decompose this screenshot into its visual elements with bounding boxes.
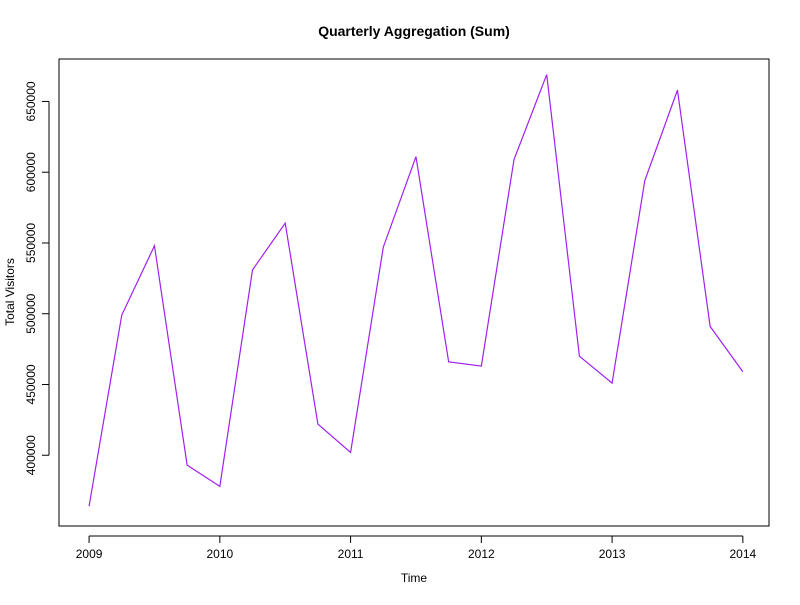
x-tick-label: 2014 bbox=[729, 547, 756, 561]
x-axis: 2009 2010 2011 2012 2013 2014 bbox=[76, 535, 757, 561]
series-line bbox=[88, 74, 744, 507]
y-axis-label: Total Visitors bbox=[3, 258, 17, 326]
y-tick-label: 500000 bbox=[24, 293, 38, 333]
x-tick-label: 2010 bbox=[206, 547, 233, 561]
y-tick-label: 450000 bbox=[24, 364, 38, 404]
y-tick-label: 400000 bbox=[24, 435, 38, 475]
y-tick-label: 600000 bbox=[24, 152, 38, 192]
x-axis-label: Time bbox=[401, 571, 428, 585]
chart-title: Quarterly Aggregation (Sum) bbox=[318, 23, 510, 39]
plot-frame bbox=[58, 58, 770, 527]
x-tick-label: 2012 bbox=[468, 547, 495, 561]
y-tick-label: 650000 bbox=[24, 81, 38, 121]
x-tick-label: 2013 bbox=[599, 547, 626, 561]
x-tick-label: 2011 bbox=[338, 547, 364, 561]
x-tick-label: 2009 bbox=[76, 547, 103, 561]
y-axis: 400000 450000 500000 550000 600000 650000 bbox=[24, 81, 50, 475]
series-layer bbox=[88, 74, 744, 507]
y-tick-label: 550000 bbox=[24, 223, 38, 263]
